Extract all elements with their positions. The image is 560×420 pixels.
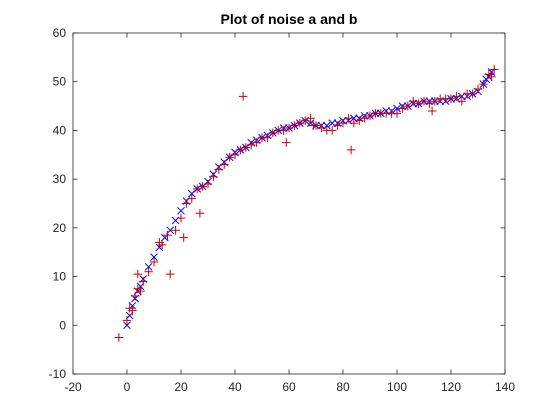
data-point bbox=[398, 104, 407, 113]
data-point bbox=[333, 121, 342, 130]
data-point bbox=[354, 116, 364, 125]
x-tick-label: 120 bbox=[441, 380, 461, 394]
x-tick-label: 80 bbox=[336, 380, 350, 394]
data-point bbox=[365, 111, 375, 121]
data-point bbox=[177, 206, 185, 215]
data-point bbox=[182, 199, 191, 208]
y-tick-label: 60 bbox=[53, 26, 67, 40]
data-point bbox=[479, 79, 488, 89]
x-tick-label: -20 bbox=[64, 380, 82, 394]
data-point bbox=[252, 138, 261, 147]
data-point bbox=[138, 277, 148, 286]
data-point bbox=[317, 123, 326, 133]
y-tick-label: 40 bbox=[53, 123, 67, 137]
data-point bbox=[487, 72, 496, 82]
x-tick-label: 100 bbox=[387, 380, 407, 394]
x-tick-label: 0 bbox=[124, 380, 131, 394]
series-b bbox=[114, 65, 499, 342]
axes-box bbox=[72, 32, 506, 375]
series-a bbox=[123, 68, 496, 330]
x-tick-label: 140 bbox=[495, 380, 515, 394]
data-point bbox=[203, 179, 213, 189]
y-tick-label: 20 bbox=[53, 221, 67, 235]
axis-ticks: -20 0 20 40 60 80 100 120 140 -10 0 10 20 30 40 50 60 bbox=[49, 26, 516, 394]
data-point bbox=[346, 145, 356, 155]
data-point bbox=[195, 208, 205, 218]
data-point bbox=[282, 138, 291, 147]
data-point bbox=[236, 145, 245, 155]
x-tick-label: 60 bbox=[282, 380, 296, 394]
data-point bbox=[473, 84, 483, 94]
data-point bbox=[268, 128, 278, 138]
data-point bbox=[263, 133, 272, 143]
data-point bbox=[300, 116, 310, 125]
data-point bbox=[284, 123, 294, 133]
data-point bbox=[360, 113, 369, 123]
data-point bbox=[452, 92, 461, 101]
data-point bbox=[489, 65, 499, 74]
data-point bbox=[187, 194, 197, 203]
data-point bbox=[123, 321, 131, 330]
data-point bbox=[144, 267, 153, 276]
data-point bbox=[149, 257, 159, 267]
data-point bbox=[306, 113, 315, 123]
data-points bbox=[114, 65, 499, 342]
data-point bbox=[295, 118, 305, 128]
data-point bbox=[430, 96, 440, 106]
data-point bbox=[393, 104, 401, 113]
data-point bbox=[290, 121, 299, 130]
y-tick-label: -10 bbox=[49, 367, 67, 381]
data-point bbox=[427, 106, 437, 116]
data-point bbox=[179, 233, 188, 242]
data-point bbox=[344, 113, 353, 123]
data-point bbox=[176, 213, 186, 223]
data-point bbox=[327, 126, 337, 135]
data-point bbox=[128, 306, 137, 315]
data-point bbox=[311, 121, 321, 130]
data-point bbox=[279, 126, 288, 135]
data-point bbox=[130, 291, 140, 301]
data-point bbox=[163, 230, 172, 240]
data-point bbox=[414, 99, 423, 108]
data-point bbox=[225, 152, 234, 162]
y-tick-label: 50 bbox=[53, 75, 67, 89]
data-point bbox=[338, 118, 348, 128]
data-point bbox=[209, 172, 218, 182]
x-tick-label: 40 bbox=[228, 380, 242, 394]
data-point bbox=[198, 182, 207, 191]
data-point bbox=[171, 225, 180, 235]
data-point bbox=[230, 150, 240, 160]
data-point bbox=[133, 269, 143, 279]
data-point bbox=[144, 262, 153, 271]
data-point bbox=[157, 240, 167, 250]
data-point bbox=[392, 109, 402, 118]
data-point bbox=[425, 99, 434, 108]
data-point bbox=[150, 253, 158, 261]
x-tick-label: 20 bbox=[174, 380, 188, 394]
y-tick-label: 10 bbox=[53, 270, 67, 284]
data-point bbox=[457, 96, 467, 106]
data-point bbox=[192, 184, 202, 194]
data-point bbox=[419, 96, 429, 106]
data-point bbox=[408, 96, 418, 106]
data-point bbox=[241, 143, 251, 152]
data-point bbox=[349, 118, 359, 128]
data-point bbox=[165, 269, 175, 279]
data-point bbox=[122, 316, 132, 325]
y-tick-label: 0 bbox=[59, 318, 66, 332]
data-point bbox=[114, 333, 124, 342]
data-point bbox=[214, 165, 224, 174]
y-tick-label: 30 bbox=[53, 172, 67, 186]
data-point bbox=[238, 92, 248, 101]
data-point bbox=[468, 89, 477, 99]
data-point bbox=[219, 160, 229, 169]
data-point bbox=[446, 94, 456, 104]
data-point bbox=[136, 286, 145, 296]
data-point bbox=[403, 101, 413, 111]
chart-title: Plot of noise a and b bbox=[221, 11, 358, 27]
data-point bbox=[246, 140, 256, 150]
